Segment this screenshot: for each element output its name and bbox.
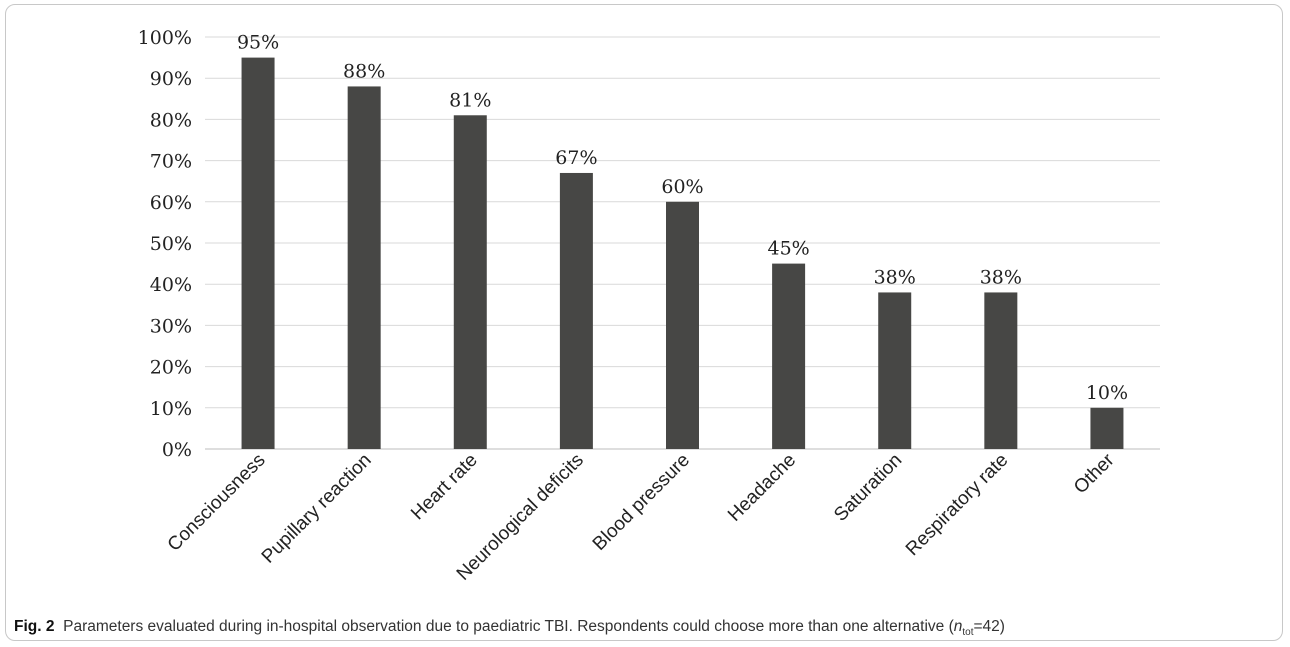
n-value: =42) (973, 618, 1005, 635)
y-tick-label: 0% (162, 439, 192, 461)
data-label: 95% (237, 32, 279, 54)
figure-frame (5, 4, 1283, 641)
data-label: 45% (767, 238, 809, 260)
x-tick-label: Saturation (830, 450, 906, 526)
y-tick-label: 40% (150, 274, 192, 296)
x-tick-label: Headache (724, 450, 800, 526)
data-label: 88% (343, 60, 385, 82)
data-label: 60% (661, 176, 703, 198)
data-label: 38% (874, 266, 916, 288)
data-label: 67% (555, 147, 597, 169)
bar (241, 57, 275, 449)
x-tick-label: Other (1070, 449, 1119, 498)
data-label: 38% (980, 266, 1022, 288)
x-tick-label: Pupillary reaction (258, 450, 376, 568)
y-tick-label: 80% (150, 109, 192, 131)
y-axis-ticks: 0% 10% 20% 30% 40% 50% 60% 70% 80% 90% 100% (138, 27, 192, 461)
y-tick-label: 70% (150, 151, 192, 173)
figure-label: Fig. 2 (14, 618, 55, 635)
bar-chart: 0% 10% 20% 30% 40% 50% 60% 70% 80% 90% 100% 95% 88%… (138, 27, 1160, 585)
x-tick-label: Respiratory rate (902, 450, 1012, 560)
bar (347, 86, 381, 449)
n-symbol: n (953, 618, 963, 635)
data-label: 10% (1086, 382, 1128, 404)
bar (666, 201, 699, 449)
y-tick-label: 10% (150, 398, 192, 420)
n-subscript: tot (962, 627, 974, 639)
bar (453, 115, 487, 449)
bar (559, 172, 593, 449)
y-tick-label: 60% (150, 192, 192, 214)
caption-text: Parameters evaluated during in-hospital … (63, 618, 954, 635)
bar (984, 292, 1018, 449)
y-tick-label: 90% (150, 68, 192, 90)
y-tick-label: 100% (138, 27, 192, 49)
x-tick-label: Consciousness (164, 450, 270, 556)
bar (772, 263, 806, 449)
y-tick-label: 30% (150, 315, 192, 337)
bar (878, 292, 912, 449)
data-labels: 95% 88% 81% 67% 60% 45% 38% 38% 10% (237, 32, 1128, 404)
data-label: 81% (449, 89, 491, 111)
y-tick-label: 50% (150, 233, 192, 255)
bar (1090, 407, 1124, 449)
x-tick-label: Heart rate (407, 450, 482, 525)
bars (241, 57, 1124, 449)
figure-caption: Fig. 2 Parameters evaluated during in-ho… (14, 618, 1282, 638)
x-tick-label: Blood pressure (589, 450, 694, 555)
y-tick-label: 20% (150, 357, 192, 379)
